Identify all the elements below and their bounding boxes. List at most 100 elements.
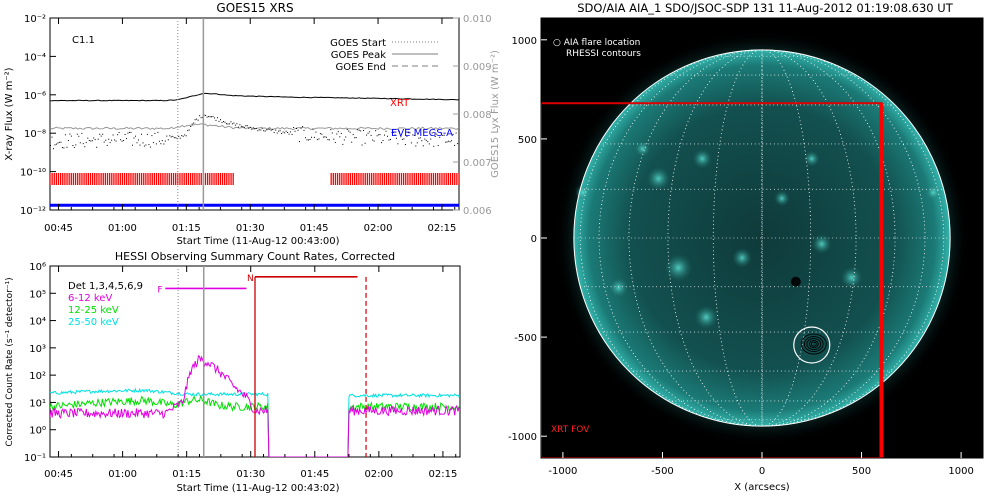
meridian <box>579 49 945 427</box>
goes-short-channel-point <box>336 133 338 135</box>
goes-short-channel-point <box>300 127 302 129</box>
goes-legend-label: GOES Start <box>330 38 386 49</box>
goes-short-channel-point <box>400 136 402 138</box>
hessi-data: FN <box>50 266 460 457</box>
goes-short-channel-point <box>255 128 257 129</box>
rhessi-contour <box>800 333 827 355</box>
goes-short-channel-point <box>381 142 382 144</box>
goes-legend-label: GOES Peak <box>331 50 386 61</box>
goes-short-channel-point <box>290 131 292 133</box>
goes-short-channel-point <box>318 138 320 140</box>
goes-short-channel-point <box>75 144 77 146</box>
goes-short-channel-point <box>221 121 223 123</box>
y-tick-label: 0 <box>531 234 537 245</box>
rhessi-contour <box>810 341 817 347</box>
active-region <box>811 233 832 254</box>
y-tick-label: 10⁻⁴ <box>24 52 46 63</box>
goes-short-channel-point <box>387 135 388 137</box>
hessi-panel: HESSI Observing Summary Count Rates, Cor… <box>5 250 461 494</box>
y-tick-label: 10⁻⁸ <box>24 129 46 140</box>
goes-short-channel-point <box>305 137 306 139</box>
goes-short-channel-point <box>334 142 336 143</box>
goes-short-channel-point <box>187 130 189 132</box>
goes-short-channel-point <box>111 139 113 141</box>
goes-short-channel-point <box>193 122 195 124</box>
goes-short-channel-point <box>182 135 184 137</box>
goes-short-channel-point <box>157 131 159 133</box>
goes-short-channel-point <box>242 126 244 128</box>
active-region <box>646 166 671 191</box>
goes-short-channel-point <box>285 130 287 132</box>
goes-short-channel-point <box>291 133 293 135</box>
goes-legend-label: GOES End <box>336 62 386 73</box>
goes-ylabel: X-ray Flux (W m⁻²) <box>4 67 15 160</box>
goes-short-channel-point <box>418 137 420 139</box>
goes-short-channel-point <box>103 141 105 143</box>
goes-short-channel-point <box>293 127 295 128</box>
goes-short-channel-point <box>412 134 414 136</box>
goes-short-channel-point <box>135 135 136 137</box>
y-tick-label: 10⁻¹² <box>20 206 46 217</box>
goes-short-channel-point <box>214 117 215 119</box>
goes-short-channel-point <box>149 146 151 148</box>
goes-short-channel-point <box>79 142 81 144</box>
goes-short-channel-point <box>88 140 90 141</box>
goes-short-channel-point <box>279 130 281 132</box>
y2-tick-label: 0.008 <box>463 110 492 121</box>
goes-short-channel-point <box>410 142 412 144</box>
goes-short-channel-point <box>445 141 447 143</box>
goes-short-channel-point <box>384 134 385 136</box>
goes-short-channel-point <box>175 137 177 139</box>
goes-short-channel-point <box>69 133 71 135</box>
goes-short-channel-point <box>81 132 83 134</box>
x-tick-label: 01:45 <box>300 223 329 234</box>
goes-short-channel-point <box>93 137 95 139</box>
active-region <box>840 266 863 289</box>
goes-short-channel-point <box>185 135 187 137</box>
goes-short-channel-point <box>143 145 145 147</box>
goes-short-channel-point <box>421 140 423 142</box>
goes-short-channel-point <box>76 133 78 135</box>
goes-short-channel-point <box>275 129 277 131</box>
goes-short-channel-point <box>108 138 110 140</box>
goes-short-channel-point <box>112 134 114 136</box>
goes-short-channel-point <box>345 136 347 138</box>
goes-short-channel-point <box>261 127 263 129</box>
y2-tick-label: 0.009 <box>463 62 492 73</box>
goes-title: GOES15 XRS <box>216 1 293 15</box>
goes-short-channel-point <box>220 119 221 121</box>
goes-short-channel-point <box>163 143 165 145</box>
goes-short-channel-point <box>369 131 371 133</box>
goes-short-channel-point <box>390 139 391 140</box>
goes-short-channel-point <box>455 132 457 134</box>
goes-short-channel-point <box>190 126 192 127</box>
hessi-axes: 00:45 01:00 01:15 01:30 01:45 02:00 02:15 10⁶ 10… <box>24 262 457 480</box>
goes-short-channel-point <box>373 140 375 142</box>
goes-short-channel-point <box>398 130 400 132</box>
y-tick-label: 10⁻¹⁰ <box>20 168 46 179</box>
goes-short-channel-point <box>124 134 126 135</box>
goes-short-channel-point <box>376 135 378 137</box>
goes-short-channel-point <box>100 135 102 137</box>
goes-short-channel-point <box>337 131 339 133</box>
goes-short-channel-point <box>94 139 96 141</box>
goes-short-channel-point <box>218 120 220 122</box>
goes-short-channel-point <box>133 137 135 139</box>
goes-short-channel-point <box>78 135 80 137</box>
goes-short-channel-point <box>249 126 251 128</box>
goes-short-channel-point <box>346 129 348 130</box>
goes-short-channel-point <box>312 128 314 130</box>
goes-short-channel-point <box>327 139 329 141</box>
goes-y2label: GOES15 Lyx Flux (W m⁻²) <box>490 50 501 178</box>
goes-short-channel-point <box>200 117 202 119</box>
goes-short-channel-point <box>191 123 193 125</box>
hessi-legend-label: 12-25 keV <box>68 305 119 316</box>
active-region <box>773 190 790 207</box>
goes-short-channel-point <box>152 142 154 144</box>
goes-short-channel-point <box>115 140 117 142</box>
x-tick-label: -1000 <box>548 466 577 477</box>
goes-short-channel-point <box>379 134 381 136</box>
aia-flare-location-circle <box>793 326 831 364</box>
hessi-legend-header: Det 1,3,4,5,6,9 <box>68 281 143 292</box>
goes-short-channel-point <box>129 131 130 133</box>
